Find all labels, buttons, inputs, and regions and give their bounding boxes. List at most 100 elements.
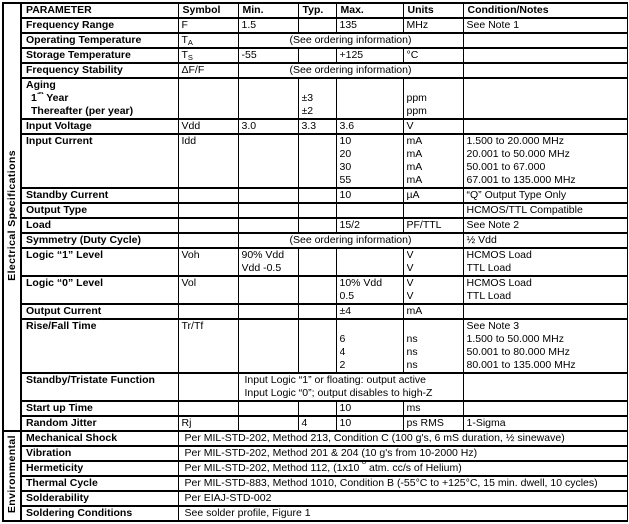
cell-merged-note: (See ordering information) xyxy=(237,232,464,249)
row-thermal-cycle: Thermal Cycle Per MIL-STD-883, Method 10… xyxy=(3,475,628,492)
row-standby-tristate: Standby/Tristate Function Input Logic “1… xyxy=(3,372,628,402)
cell-condition xyxy=(462,372,628,402)
col-header-condition: Condition/Notes xyxy=(462,2,628,19)
cell-typ xyxy=(297,217,337,234)
cell-parameter: Frequency Stability xyxy=(20,62,179,79)
cell-spec-value: Per MIL-STD-202, Method 112, (1x10-8 atm… xyxy=(177,460,628,477)
cell-condition xyxy=(462,62,628,79)
cell-parameter: Storage Temperature xyxy=(20,47,179,64)
cell-parameter: Vibration xyxy=(20,445,179,462)
cell-line xyxy=(340,321,400,333)
cell-line: mA xyxy=(406,174,423,186)
row-hermeticity: Hermeticity Per MIL-STD-202, Method 112,… xyxy=(3,460,628,477)
cell-condition: HCMOS Load TTL Load xyxy=(462,275,628,305)
cell-min: -55 xyxy=(237,47,299,64)
cell-condition: See Note 3 1.500 to 50.000 MHz 50.001 to 8… xyxy=(462,318,628,374)
cell-line: Input Logic “0”; output disables to high… xyxy=(244,387,433,399)
cell-condition xyxy=(462,77,628,120)
cell-min xyxy=(237,217,299,234)
cell-units xyxy=(402,202,464,219)
cell-merged-note: (See ordering information) xyxy=(237,62,464,79)
cell-line: V xyxy=(406,277,414,289)
row-input-current: Input Current Idd 10 20 30 55 mA mA mA mA 1.50… xyxy=(3,133,628,189)
cell-line: 50.001 to 80.000 MHz xyxy=(466,346,570,358)
cell-parameter: Mechanical Shock xyxy=(20,430,179,447)
cell-typ xyxy=(297,133,337,189)
cell-line: Vdd -0.5 xyxy=(241,262,282,274)
cell-parameter: Aging 1st Year Thereafter (per year) xyxy=(20,77,179,120)
cell-min: 90% Vdd Vdd -0.5 xyxy=(237,247,299,277)
row-operating-temperature: Operating Temperature TA (See ordering i… xyxy=(3,32,628,49)
cell-line: 55 xyxy=(339,174,352,186)
cell-parameter: Input Voltage xyxy=(20,118,179,135)
cell-condition xyxy=(462,47,628,64)
cell-condition xyxy=(462,400,628,417)
cell-line: TTL Load xyxy=(466,262,512,274)
col-header-parameter: PARAMETER xyxy=(20,2,179,19)
cell-line xyxy=(302,80,333,92)
cell-line: 10% Vdd xyxy=(339,277,383,289)
cell-line: V xyxy=(406,262,414,274)
cell-units: mA xyxy=(402,303,464,320)
cell-condition: 1-Sigma xyxy=(462,415,628,432)
environmental-section-label: Environmental xyxy=(5,434,18,514)
cell-condition xyxy=(462,32,628,49)
cell-line: ns xyxy=(406,359,418,371)
cell-parameter: Output Current xyxy=(20,303,179,320)
cell-max: 10 20 30 55 xyxy=(335,133,404,189)
cell-units: PF/TTL xyxy=(402,217,464,234)
cell-merged-note: Input Logic “1” or floating: output acti… xyxy=(237,372,464,402)
cell-parameter: Symmetry (Duty Cycle) xyxy=(20,232,179,249)
cell-parameter: Logic “0” Level xyxy=(20,275,179,305)
cell-line: Input Logic “1” or floating: output acti… xyxy=(244,374,427,386)
cell-symbol xyxy=(177,202,239,219)
cell-merged-note: (See ordering information) xyxy=(237,32,464,49)
cell-min xyxy=(237,400,299,417)
col-header-symbol: Symbol xyxy=(177,2,239,19)
cell-typ xyxy=(297,47,337,64)
row-output-current: Output Current ±4 mA xyxy=(3,303,628,320)
cell-condition: See Note 1 xyxy=(462,17,628,34)
cell-line: 1.500 to 50.000 MHz xyxy=(466,333,564,345)
col-header-typ: Typ. xyxy=(297,2,337,19)
cell-condition: 1.500 to 20.000 MHz 20.001 to 50.000 MHz 5… xyxy=(462,133,628,189)
cell-max: 10% Vdd 0.5 xyxy=(335,275,404,305)
row-vibration: Vibration Per MIL-STD-202, Method 201 & … xyxy=(3,445,628,462)
cell-condition: “Q” Output Type Only xyxy=(462,187,628,204)
cell-typ: ±3 ±2 xyxy=(297,77,337,120)
cell-line: mA xyxy=(406,148,423,160)
cell-symbol xyxy=(177,303,239,320)
cell-symbol xyxy=(177,187,239,204)
cell-parameter: Load xyxy=(20,217,179,234)
cell-max xyxy=(335,77,404,120)
cell-symbol: Rj xyxy=(177,415,239,432)
cell-symbol: Vdd xyxy=(177,118,239,135)
row-load: Load 15/2 PF/TTL See Note 2 xyxy=(3,217,628,234)
cell-symbol xyxy=(177,217,239,234)
cell-typ xyxy=(297,187,337,204)
cell-min xyxy=(237,133,299,189)
cell-max: 10 xyxy=(335,415,404,432)
cell-line: 1.500 to 20.000 MHz xyxy=(466,135,564,147)
cell-typ xyxy=(297,400,337,417)
cell-line: ±2 xyxy=(301,105,314,117)
cell-line: 67.001 to 135.000 MHz xyxy=(466,174,576,186)
cell-typ xyxy=(297,202,337,219)
cell-units: ms xyxy=(402,400,464,417)
cell-symbol xyxy=(177,232,239,249)
cell-line xyxy=(407,80,460,92)
row-soldering-conditions: Soldering Conditions See solder profile,… xyxy=(3,505,628,522)
cell-min: 1.5 xyxy=(237,17,299,34)
cell-symbol xyxy=(177,372,239,402)
cell-line: ns xyxy=(406,346,418,358)
cell-condition xyxy=(462,303,628,320)
electrical-section-label: Electrical Specifications xyxy=(5,149,18,281)
cell-parameter: Output Type xyxy=(20,202,179,219)
